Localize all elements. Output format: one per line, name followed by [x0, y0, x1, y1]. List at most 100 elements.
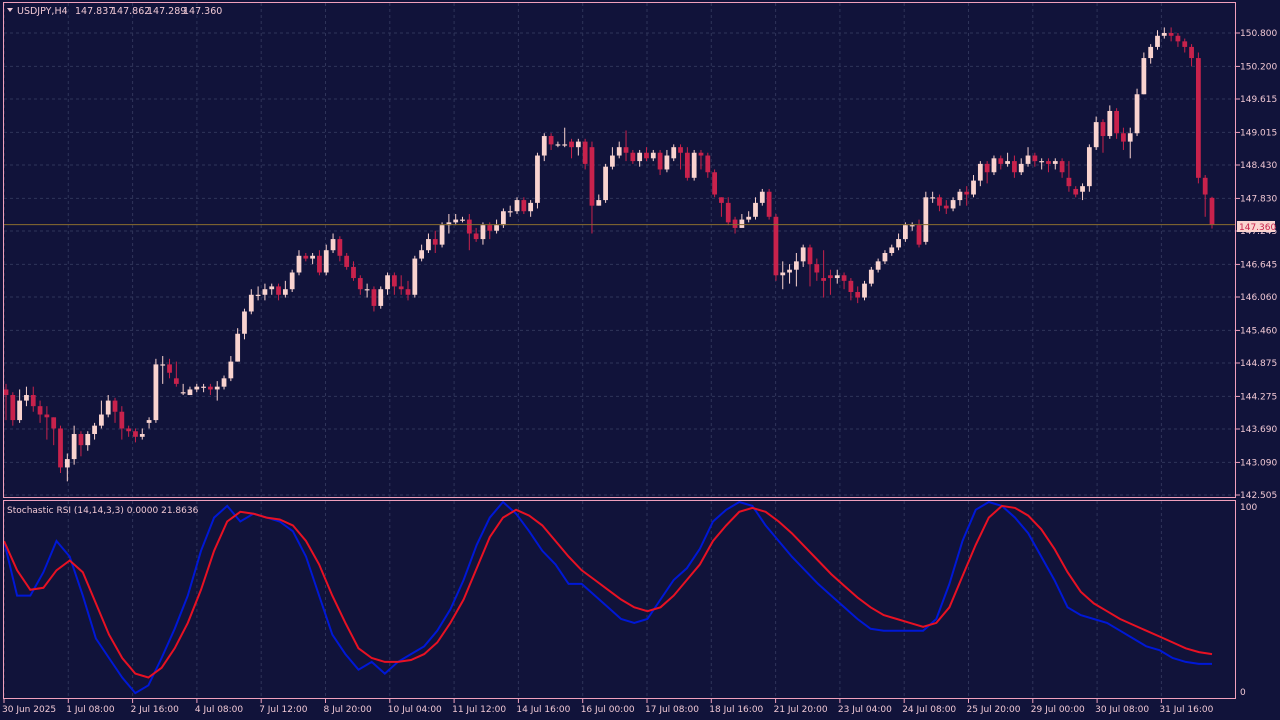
candle-body — [903, 225, 908, 240]
candle-body — [30, 395, 36, 407]
candle-body — [650, 152, 656, 159]
candle-body — [167, 364, 172, 373]
triangle-down-icon[interactable] — [7, 8, 13, 12]
high-value: 147.862 — [111, 6, 150, 17]
candle-body — [105, 400, 111, 415]
candle-body — [201, 386, 206, 388]
candle-body — [766, 191, 772, 217]
candle-body — [17, 400, 23, 421]
candle-body — [323, 250, 329, 273]
time-tick-label: 24 Jul 08:00 — [902, 705, 956, 715]
candle-body — [1032, 155, 1038, 162]
candle-body — [262, 289, 268, 295]
candle-body — [282, 289, 288, 295]
candle-body — [214, 386, 220, 390]
candle-body — [330, 239, 336, 251]
candle-body — [357, 278, 363, 290]
candle-body — [787, 269, 792, 273]
candle-body — [24, 395, 29, 401]
candle-body — [657, 152, 663, 170]
candle-body — [371, 289, 377, 306]
candle-body — [337, 239, 343, 256]
price-tick-label: 142.505 — [1240, 491, 1277, 501]
candle-body — [1141, 58, 1147, 95]
candlestick-series — [3, 27, 1215, 482]
time-tick-label: 30 Jun 2025 — [2, 705, 56, 715]
candle-body — [780, 272, 786, 276]
candle-body — [1161, 33, 1167, 36]
candle-body — [916, 225, 922, 245]
price-tick-label: 149.015 — [1240, 128, 1277, 138]
indicator-label: Stochastic RSI (14,14,3,3) 0.0000 21.863… — [7, 506, 199, 516]
candle-body — [807, 247, 813, 265]
candle-body — [671, 147, 677, 159]
candle-body — [909, 225, 915, 227]
candle-body — [971, 180, 976, 195]
candle-body — [71, 434, 77, 460]
candle-body — [126, 428, 132, 432]
time-axis[interactable]: 30 Jun 2025 1 Jul 08:00 2 Jul 16:00 4 Jul 0… — [2, 699, 1214, 715]
candle-body — [691, 152, 697, 178]
price-tick-label: 150.200 — [1240, 62, 1277, 72]
price-tick-label: 143.090 — [1240, 458, 1277, 468]
candle-body — [494, 225, 499, 231]
candle-body — [487, 225, 493, 231]
candle-body — [1059, 161, 1065, 173]
candle-body — [1202, 177, 1208, 195]
candle-body — [480, 225, 486, 240]
candle-body — [439, 225, 445, 245]
candle-body — [678, 147, 683, 153]
candle-body — [1121, 133, 1126, 142]
candle-body — [800, 247, 806, 262]
candle-body — [1155, 35, 1160, 47]
price-tick-label: 146.060 — [1240, 293, 1277, 303]
candle-body — [698, 152, 704, 156]
candle-body — [1025, 155, 1031, 164]
oscillator-lines — [3, 500, 1213, 695]
candle-body — [582, 141, 588, 164]
candle-body — [1093, 122, 1099, 148]
current-price-tag — [1237, 221, 1275, 232]
candle-body — [1086, 147, 1092, 187]
candle-body — [862, 283, 867, 298]
price-tick-label: 147.830 — [1240, 194, 1277, 204]
candle-body — [507, 211, 513, 213]
candle-body — [664, 155, 670, 170]
candle-body — [1052, 161, 1058, 164]
candle-body — [194, 386, 200, 390]
price-tick-label: 149.615 — [1240, 95, 1277, 105]
stoch-k-line — [3, 500, 1212, 695]
candle-body — [1182, 41, 1188, 47]
price-axis[interactable]: 150.800 150.200 149.615 149.015 148.430 147.8… — [1236, 29, 1277, 501]
candle-body — [814, 264, 820, 273]
candle-body — [930, 197, 936, 199]
candle-body — [92, 425, 97, 435]
candle-body — [984, 163, 990, 173]
candle-body — [1168, 33, 1174, 36]
candle-body — [1189, 46, 1194, 59]
candle-body — [1175, 35, 1181, 42]
candle-body — [882, 253, 888, 262]
candle-body — [719, 197, 724, 203]
candle-body — [119, 411, 125, 429]
candle-body — [446, 222, 452, 226]
candle-body — [644, 152, 649, 159]
candle-body — [426, 239, 431, 251]
main-pane-frame — [3, 2, 1236, 498]
candle-body — [712, 172, 717, 195]
indicator-level-label: 100 — [1240, 503, 1257, 513]
candle-body — [228, 361, 234, 379]
low-value: 147.289 — [147, 6, 186, 17]
time-tick-label: 23 Jul 04:00 — [838, 705, 892, 715]
candle-body — [541, 136, 547, 156]
close-value: 147.360 — [183, 6, 222, 17]
candle-body — [1114, 110, 1119, 134]
candle-body — [514, 200, 520, 212]
candle-body — [616, 147, 622, 156]
price-tick-label: 143.690 — [1240, 425, 1277, 435]
candle-body — [501, 211, 506, 226]
candle-body — [759, 191, 765, 203]
candle-body — [623, 147, 629, 153]
indicator-level-label: 0 — [1240, 688, 1246, 698]
